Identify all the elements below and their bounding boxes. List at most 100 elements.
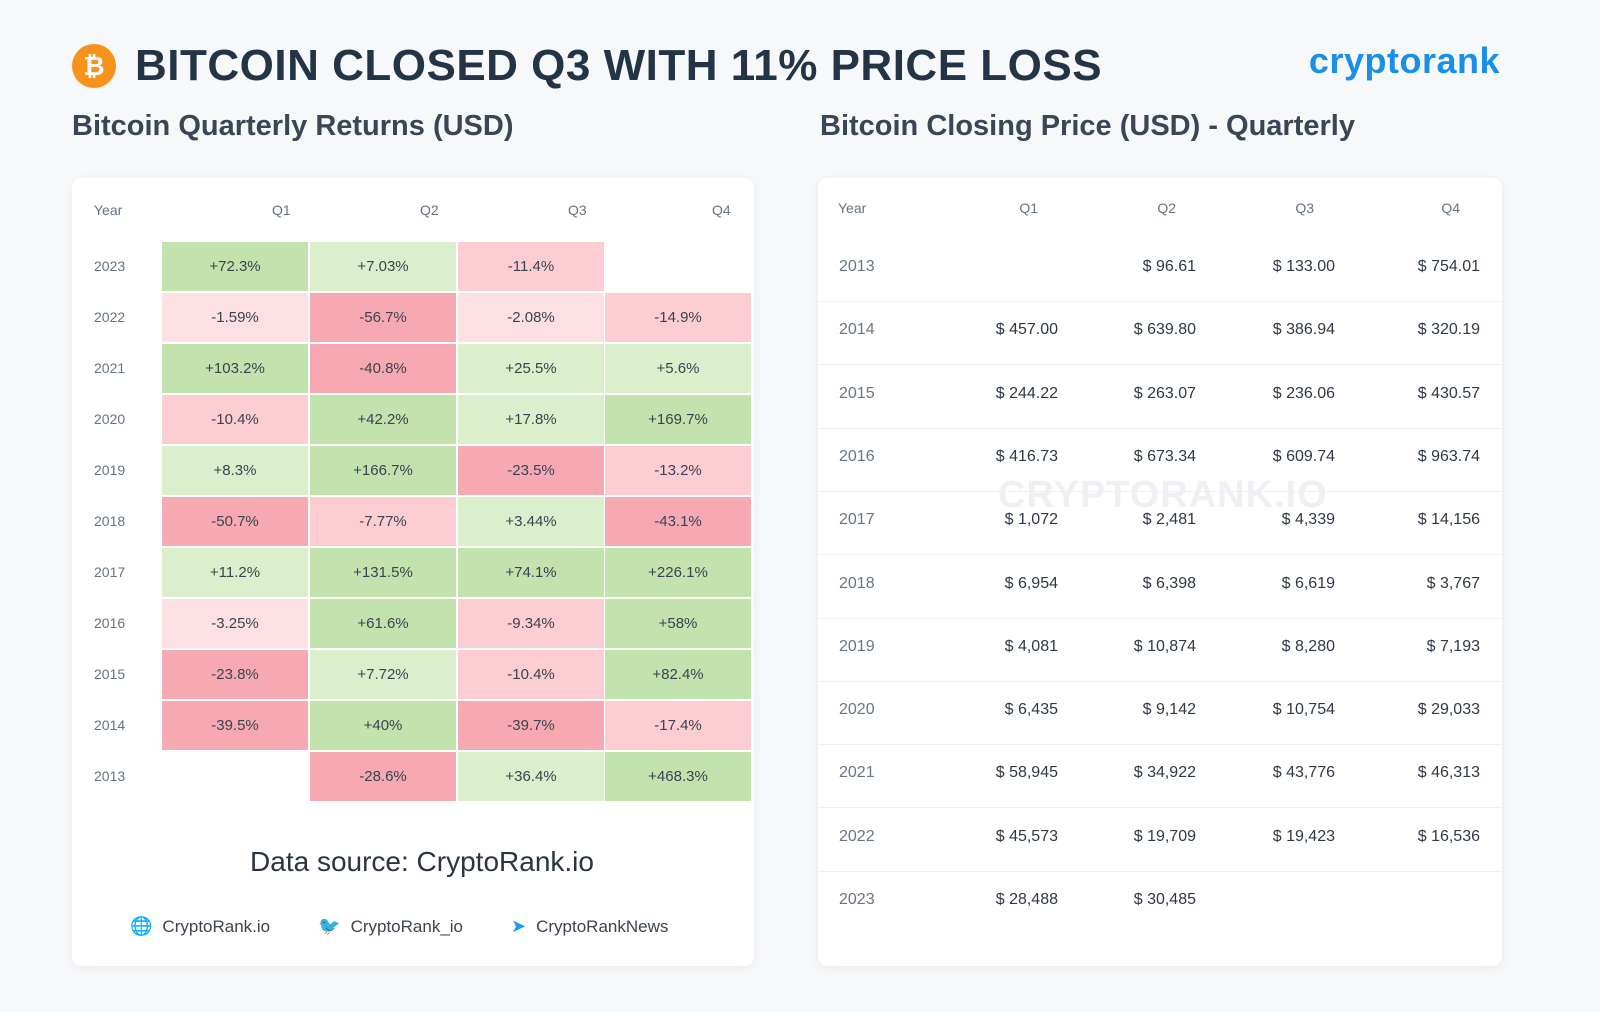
social-label: CryptoRankNews <box>536 916 669 936</box>
heatmap-cell: +3.44% <box>458 497 604 546</box>
table-cell: $ 16,536 <box>1417 827 1480 845</box>
twitter-icon: 🐦 <box>318 916 341 936</box>
heatmap-year: 2016 <box>94 615 126 631</box>
heatmap-header: Q3 <box>568 202 587 218</box>
table-year: 2015 <box>839 384 875 402</box>
social-twitter[interactable]: 🐦 CryptoRank_io <box>318 916 463 937</box>
table-cell: $ 236.06 <box>1272 384 1335 402</box>
social-website[interactable]: 🌐 CryptoRank.io <box>130 916 270 937</box>
heatmap-cell: -7.77% <box>310 497 456 546</box>
table-cell: $ 963.74 <box>1417 447 1480 465</box>
table-cell: $ 2,481 <box>1142 511 1196 529</box>
heatmap-year: 2022 <box>94 309 126 325</box>
table-year: 2016 <box>839 447 875 465</box>
heatmap-cell: +72.3% <box>162 242 308 291</box>
heatmap-cell: +11.2% <box>162 548 308 597</box>
table-cell: $ 320.19 <box>1417 321 1480 339</box>
table-cell: $ 263.07 <box>1133 384 1196 402</box>
price-table-header: Q4 <box>1441 200 1460 216</box>
table-cell: $ 3,767 <box>1426 574 1480 592</box>
heatmap-cell: +61.6% <box>310 599 456 648</box>
heatmap-header: Q2 <box>420 202 439 218</box>
heatmap-year: 2017 <box>94 564 126 580</box>
table-cell: $ 96.61 <box>1142 258 1196 275</box>
heatmap-cell: +5.6% <box>605 344 751 393</box>
globe-icon: 🌐 <box>130 916 153 936</box>
table-cell: $ 244.22 <box>995 384 1058 402</box>
heatmap-cell: -17.4% <box>605 701 751 750</box>
table-cell: $ 8,280 <box>1281 637 1335 655</box>
heatmap-year: 2018 <box>94 513 126 529</box>
returns-title: Bitcoin Quarterly Returns (USD) <box>72 110 514 142</box>
heatmap-cell: -14.9% <box>605 293 751 342</box>
table-year: 2013 <box>839 258 875 275</box>
heatmap-cell: -2.08% <box>458 293 604 342</box>
table-cell: $ 673.34 <box>1133 447 1196 465</box>
watermark: CRYPTORANK.IO <box>998 474 1328 516</box>
table-row: 2019 $ 4,081 $ 10,874 $ 8,280 $ 7,193 <box>818 618 1502 682</box>
table-cell: $ 28,488 <box>995 891 1058 908</box>
heatmap-cell: -10.4% <box>458 650 604 699</box>
table-year: 2023 <box>839 891 875 908</box>
heatmap-cell: +169.7% <box>605 395 751 444</box>
table-cell: $ 7,193 <box>1426 637 1480 655</box>
social-label: CryptoRank.io <box>162 916 271 936</box>
table-cell: $ 30,485 <box>1133 891 1196 908</box>
heatmap-cell: +74.1% <box>458 548 604 597</box>
table-cell: $ 386.94 <box>1272 321 1335 339</box>
price-card: CRYPTORANK.IO Year Q1 Q2 Q3 Q4 2013 $ 96.61 $ 1… <box>818 178 1502 966</box>
table-cell: $ 46,313 <box>1417 764 1480 782</box>
table-cell: $ 43,776 <box>1272 764 1335 782</box>
table-year: 2019 <box>839 637 875 655</box>
table-year: 2018 <box>839 574 875 592</box>
table-cell: $ 457.00 <box>995 321 1058 339</box>
heatmap-cell: -9.34% <box>458 599 604 648</box>
heatmap-header: Year <box>94 202 123 218</box>
heatmap-cell: -23.8% <box>162 650 308 699</box>
table-cell: $ 10,754 <box>1272 701 1335 719</box>
heatmap-cell: +17.8% <box>458 395 604 444</box>
heatmap-cell: +25.5% <box>458 344 604 393</box>
heatmap-year: 2021 <box>94 360 126 376</box>
brand-logo: cryptorank <box>1308 40 1500 81</box>
table-row: 2021 $ 58,945 $ 34,922 $ 43,776 $ 46,313 <box>818 744 1502 809</box>
heatmap-cell: +131.5% <box>310 548 456 597</box>
heatmap-cell: +166.7% <box>310 446 456 495</box>
heatmap-cell: +103.2% <box>162 344 308 393</box>
price-title: Bitcoin Closing Price (USD) - Quarterly <box>820 110 1355 142</box>
social-label: CryptoRank_io <box>350 916 464 936</box>
price-table-header: Q3 <box>1295 200 1314 216</box>
table-cell: $ 10,874 <box>1133 637 1196 655</box>
social-telegram[interactable]: ➤ CryptoRankNews <box>511 916 668 937</box>
table-cell: $ 9,142 <box>1142 701 1196 719</box>
heatmap-cell: +36.4% <box>458 752 604 801</box>
table-cell: $ 6,398 <box>1142 574 1196 592</box>
heatmap-year: 2015 <box>94 666 126 682</box>
table-cell: $ 19,423 <box>1272 827 1335 845</box>
heatmap-cell: -13.2% <box>605 446 751 495</box>
price-table-header: Q1 <box>1019 200 1038 216</box>
table-row: 2016 $ 416.73 $ 673.34 $ 609.74 $ 963.74 <box>818 428 1502 492</box>
table-cell: $ 6,954 <box>1004 574 1058 592</box>
heatmap-cell: -39.7% <box>458 701 604 750</box>
heatmap-cell: -43.1% <box>605 497 751 546</box>
price-table-header: Year <box>838 200 867 216</box>
table-cell: $ 14,156 <box>1417 511 1480 529</box>
table-year: 2014 <box>839 321 875 339</box>
table-year: 2017 <box>839 511 875 529</box>
heatmap-cell: -28.6% <box>310 752 456 801</box>
table-cell: $ 430.57 <box>1417 384 1480 402</box>
heatmap-cell: -56.7% <box>310 293 456 342</box>
heatmap-cell: -1.59% <box>162 293 308 342</box>
table-cell: $ 639.80 <box>1133 321 1196 339</box>
price-table-header: Q2 <box>1157 200 1176 216</box>
heatmap-header: Q1 <box>272 202 291 218</box>
heatmap-cell: -40.8% <box>310 344 456 393</box>
heatmap-cell: -11.4% <box>458 242 604 291</box>
table-cell: $ 19,709 <box>1133 827 1196 845</box>
table-cell: $ 754.01 <box>1417 258 1480 275</box>
table-cell: $ 45,573 <box>995 827 1058 845</box>
table-cell: $ 1,072 <box>1004 511 1058 529</box>
heatmap-cell: +42.2% <box>310 395 456 444</box>
table-row: 2023 $ 28,488 $ 30,485 <box>818 871 1502 934</box>
